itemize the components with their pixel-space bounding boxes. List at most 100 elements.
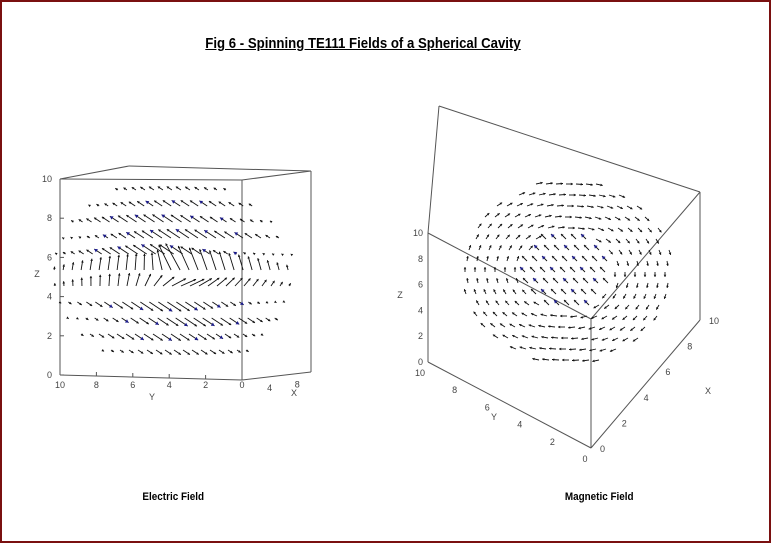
arrow-head (614, 306, 618, 309)
arrow-head (570, 315, 573, 318)
magnetic-field-arrow (530, 313, 538, 317)
electric-field-arrow (177, 245, 190, 271)
arrow-head (150, 337, 154, 341)
electric-field-arrow (274, 317, 279, 321)
arrow-shaft (184, 228, 199, 239)
arrow-head (564, 300, 567, 303)
electric-field-arrow (98, 274, 102, 287)
electric-field-arrow (254, 233, 262, 239)
arrow-head (629, 206, 633, 210)
electric-field-arrow (175, 186, 182, 191)
electric-field-arrow (85, 317, 89, 321)
magnetic-field-arrow (544, 214, 552, 218)
y-tick-label: 8 (452, 385, 457, 395)
arrow-head (190, 215, 194, 220)
arrow-head (228, 202, 232, 205)
arrow-head (150, 244, 153, 247)
arrow-shaft (218, 251, 226, 271)
magnetic-field-arrow (598, 326, 606, 331)
electric-field-arrow (98, 333, 105, 338)
electric-field-arrow (228, 252, 235, 271)
arrow-head (260, 319, 263, 323)
arrow-head (238, 350, 241, 353)
arrow-head (244, 233, 248, 236)
arrow-head (486, 256, 489, 259)
magnetic-field-arrow (468, 245, 472, 251)
arrow-head (519, 245, 523, 249)
magnetic-field-arrow (589, 348, 597, 352)
arrow-head (530, 224, 534, 228)
magnetic-field-arrow (632, 315, 638, 321)
arrow-head (608, 240, 611, 243)
arrow-head (591, 289, 594, 292)
arrow-head (209, 250, 212, 253)
arrow-head (492, 334, 496, 337)
arrow-head (131, 337, 135, 340)
arrow-head (70, 237, 74, 240)
electric-field-arrow (247, 317, 256, 324)
electric-field-arrow (68, 301, 72, 305)
electric-field-arrow (136, 200, 145, 207)
arrow-head (62, 281, 66, 284)
magnetic-field-arrow (493, 289, 497, 295)
magnetic-field-arrow (585, 183, 593, 186)
magnetic-field-arrow (537, 225, 545, 229)
magnetic-field-arrow (593, 244, 600, 251)
magnetic-field-arrow (577, 227, 585, 230)
magnetic-field-arrow (502, 334, 509, 339)
electric-field-arrow (271, 253, 275, 256)
arrow-head (502, 312, 506, 315)
arrow-head (589, 216, 592, 220)
arrow-head (549, 347, 552, 350)
magnetic-field-arrow (514, 213, 521, 218)
y-tick-label: 2 (203, 380, 208, 390)
arrow-head (560, 314, 563, 318)
arrow-head (275, 317, 278, 321)
arrow-head (78, 236, 82, 239)
arrow-head (178, 308, 182, 312)
electric-field-arrow (164, 349, 172, 355)
arrow-head (509, 202, 513, 206)
arrow-head (131, 350, 134, 354)
arrow-head (239, 218, 243, 222)
electric-field-arrow (191, 349, 200, 355)
electric-field-arrow (244, 232, 253, 239)
arrow-head (246, 349, 249, 352)
magnetic-field-arrow (547, 225, 555, 229)
arrow-head (175, 186, 179, 189)
arrow-head (602, 256, 606, 260)
magnetic-field-arrow (646, 282, 649, 289)
arrow-head (140, 186, 143, 190)
electric-field-arrow (89, 258, 93, 271)
arrow-head (622, 317, 626, 320)
magnetic-field-arrow (466, 277, 469, 284)
arrow-head (55, 252, 58, 256)
arrow-head (62, 264, 66, 267)
electric-field-arrow (171, 278, 187, 287)
arrow-shaft (207, 277, 220, 287)
magnetic-field-arrow (535, 235, 542, 240)
arrow-head (199, 200, 204, 205)
arrow-head (530, 203, 534, 206)
arrow-head (473, 289, 477, 292)
arrow-head (125, 245, 128, 249)
electric-field-arrow (158, 244, 172, 271)
arrow-head (96, 204, 99, 207)
arrow-head (476, 300, 479, 303)
electric-field-arrow (238, 317, 248, 325)
magnetic-field-arrow (648, 249, 652, 255)
magnetic-field-arrow (565, 215, 572, 219)
electric-field-arrow (260, 333, 264, 336)
electric-field-arrow (143, 214, 155, 223)
y-tick-label: 10 (415, 368, 425, 378)
arrow-head (463, 267, 467, 270)
electric-field-arrow (125, 333, 135, 340)
arrow-head (218, 251, 222, 255)
arrow-head (166, 229, 170, 232)
y-tick-label: 8 (94, 380, 99, 390)
magnetic-field-arrow (609, 348, 617, 352)
electric-field-arrow (158, 301, 173, 312)
magnetic-field-arrow (646, 260, 649, 267)
arrow-head (516, 256, 520, 259)
magnetic-field-arrow (550, 314, 558, 317)
